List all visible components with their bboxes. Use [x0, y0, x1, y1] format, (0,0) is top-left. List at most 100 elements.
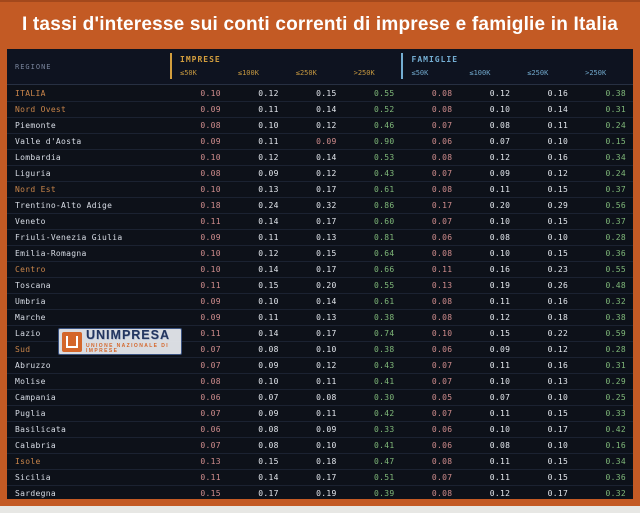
table-row: Friuli-Venezia Giulia 0.09 0.11 0.13 0.8…	[7, 229, 633, 245]
rate-value: 0.43	[374, 169, 395, 178]
rate-value: 0.08	[431, 457, 453, 466]
rate-value: 0.11	[489, 409, 511, 418]
rate-value: 0.15	[316, 88, 337, 98]
rate-value: 0.34	[605, 457, 626, 466]
rate-value: 0.15	[547, 249, 569, 258]
rate-value: 0.12	[258, 153, 279, 162]
table-row: Molise 0.08 0.10 0.11 0.41 0.07 0.10 0.1…	[7, 373, 633, 389]
table-row: Basilicata 0.06 0.08 0.09 0.33 0.06 0.10…	[7, 421, 633, 437]
rate-value: 0.16	[547, 361, 569, 370]
rate-value: 0.09	[200, 105, 221, 114]
rate-value: 0.10	[547, 393, 569, 402]
rate-value: 0.08	[431, 297, 453, 306]
rate-value: 0.15	[258, 281, 279, 290]
region-label: Centro	[15, 265, 46, 274]
region-column-header: REGIONE	[15, 63, 52, 71]
rate-value: 0.06	[200, 425, 221, 434]
rate-value: 0.12	[489, 489, 511, 498]
table-row: Sicilia 0.11 0.14 0.17 0.51 0.07 0.11 0.…	[7, 469, 633, 485]
region-label: Abruzzo	[15, 361, 51, 370]
rate-value: 0.08	[258, 345, 279, 354]
region-label: Friuli-Venezia Giulia	[15, 233, 123, 242]
rate-value: 0.07	[258, 393, 279, 402]
rate-value: 0.28	[605, 345, 626, 354]
rate-value: 0.17	[316, 185, 337, 194]
rate-value: 0.09	[489, 345, 511, 354]
rate-value: 0.32	[316, 201, 337, 210]
rate-value: 0.39	[374, 489, 395, 498]
rate-value: 0.36	[605, 473, 626, 482]
rate-value: 0.15	[316, 249, 337, 258]
region-label: Liguria	[15, 169, 51, 178]
rate-value: 0.28	[605, 233, 626, 242]
rate-value: 0.30	[374, 393, 395, 402]
unimpresa-logo-icon	[62, 331, 82, 352]
rate-value: 0.23	[547, 265, 569, 274]
table-row: ITALIA 0.10 0.12 0.15 0.55 0.08 0.12 0.1…	[7, 85, 633, 101]
rates-table: REGIONE IMPRESE FAMIGLIE ≤50K ≤100K ≤250…	[7, 49, 633, 499]
region-label: Marche	[15, 313, 46, 322]
region-label: Campania	[15, 393, 56, 402]
rate-value: 0.07	[431, 361, 453, 370]
table-row: Lombardia 0.10 0.12 0.14 0.53 0.08 0.12 …	[7, 149, 633, 165]
region-label: Sud	[15, 345, 31, 354]
rate-value: 0.17	[316, 217, 337, 226]
rate-value: 0.13	[258, 185, 279, 194]
group-header-famiglie: FAMIGLIE	[411, 55, 459, 64]
rate-value: 0.15	[547, 217, 569, 226]
rate-value: 0.11	[431, 265, 453, 274]
rate-value: 0.11	[316, 409, 337, 418]
rate-value: 0.90	[374, 137, 395, 146]
rate-value: 0.10	[258, 377, 279, 386]
rate-value: 0.15	[547, 185, 569, 194]
region-label: Emilia-Romagna	[15, 249, 87, 258]
rate-value: 0.11	[489, 457, 511, 466]
rate-value: 0.08	[431, 313, 453, 322]
rate-value: 0.10	[200, 265, 221, 274]
region-label: Lazio	[15, 329, 41, 338]
rate-value: 0.11	[489, 297, 511, 306]
rate-value: 0.13	[200, 457, 221, 466]
rate-value: 0.08	[431, 185, 453, 194]
region-label: Basilicata	[15, 425, 67, 434]
rate-value: 0.09	[258, 409, 279, 418]
rate-value: 0.07	[200, 345, 221, 354]
rate-value: 0.07	[431, 473, 453, 482]
rate-value: 0.33	[374, 425, 395, 434]
rate-value: 0.10	[200, 249, 221, 258]
rate-value: 0.07	[431, 409, 453, 418]
rate-value: 0.06	[431, 425, 453, 434]
rate-value: 0.52	[374, 105, 395, 114]
table-row: Piemonte 0.08 0.10 0.12 0.46 0.07 0.08 0…	[7, 117, 633, 133]
region-label: Toscana	[15, 281, 51, 290]
rate-value: 0.34	[605, 153, 626, 162]
rate-value: 0.66	[374, 265, 395, 274]
rate-value: 0.25	[605, 393, 626, 402]
rate-value: 0.12	[547, 169, 569, 178]
region-label: Sicilia	[15, 473, 51, 482]
rate-value: 0.12	[316, 121, 337, 130]
rate-value: 0.10	[200, 153, 221, 162]
rate-value: 0.53	[374, 153, 395, 162]
rate-value: 0.08	[258, 441, 279, 450]
table-row: Puglia 0.07 0.09 0.11 0.42 0.07 0.11 0.1…	[7, 405, 633, 421]
rate-value: 0.10	[547, 137, 569, 146]
rate-value: 0.10	[489, 425, 511, 434]
rate-value: 0.08	[200, 169, 221, 178]
rate-value: 0.08	[431, 153, 453, 162]
region-label: Nord Ovest	[15, 105, 67, 114]
rate-value: 0.17	[547, 489, 569, 498]
rate-value: 0.10	[489, 249, 511, 258]
rate-value: 0.19	[489, 281, 511, 290]
rate-value: 0.08	[489, 233, 511, 242]
rate-value: 0.10	[547, 233, 569, 242]
table-row: Lazio 0.11 0.14 0.17 0.74 0.10 0.15 0.22…	[7, 325, 633, 341]
rate-value: 0.11	[258, 137, 279, 146]
rate-value: 0.05	[431, 393, 453, 402]
rate-value: 0.55	[374, 281, 395, 290]
rate-value: 0.17	[316, 329, 337, 338]
rate-value: 0.12	[316, 169, 337, 178]
rate-value: 0.38	[374, 345, 395, 354]
rate-value: 0.61	[374, 297, 395, 306]
